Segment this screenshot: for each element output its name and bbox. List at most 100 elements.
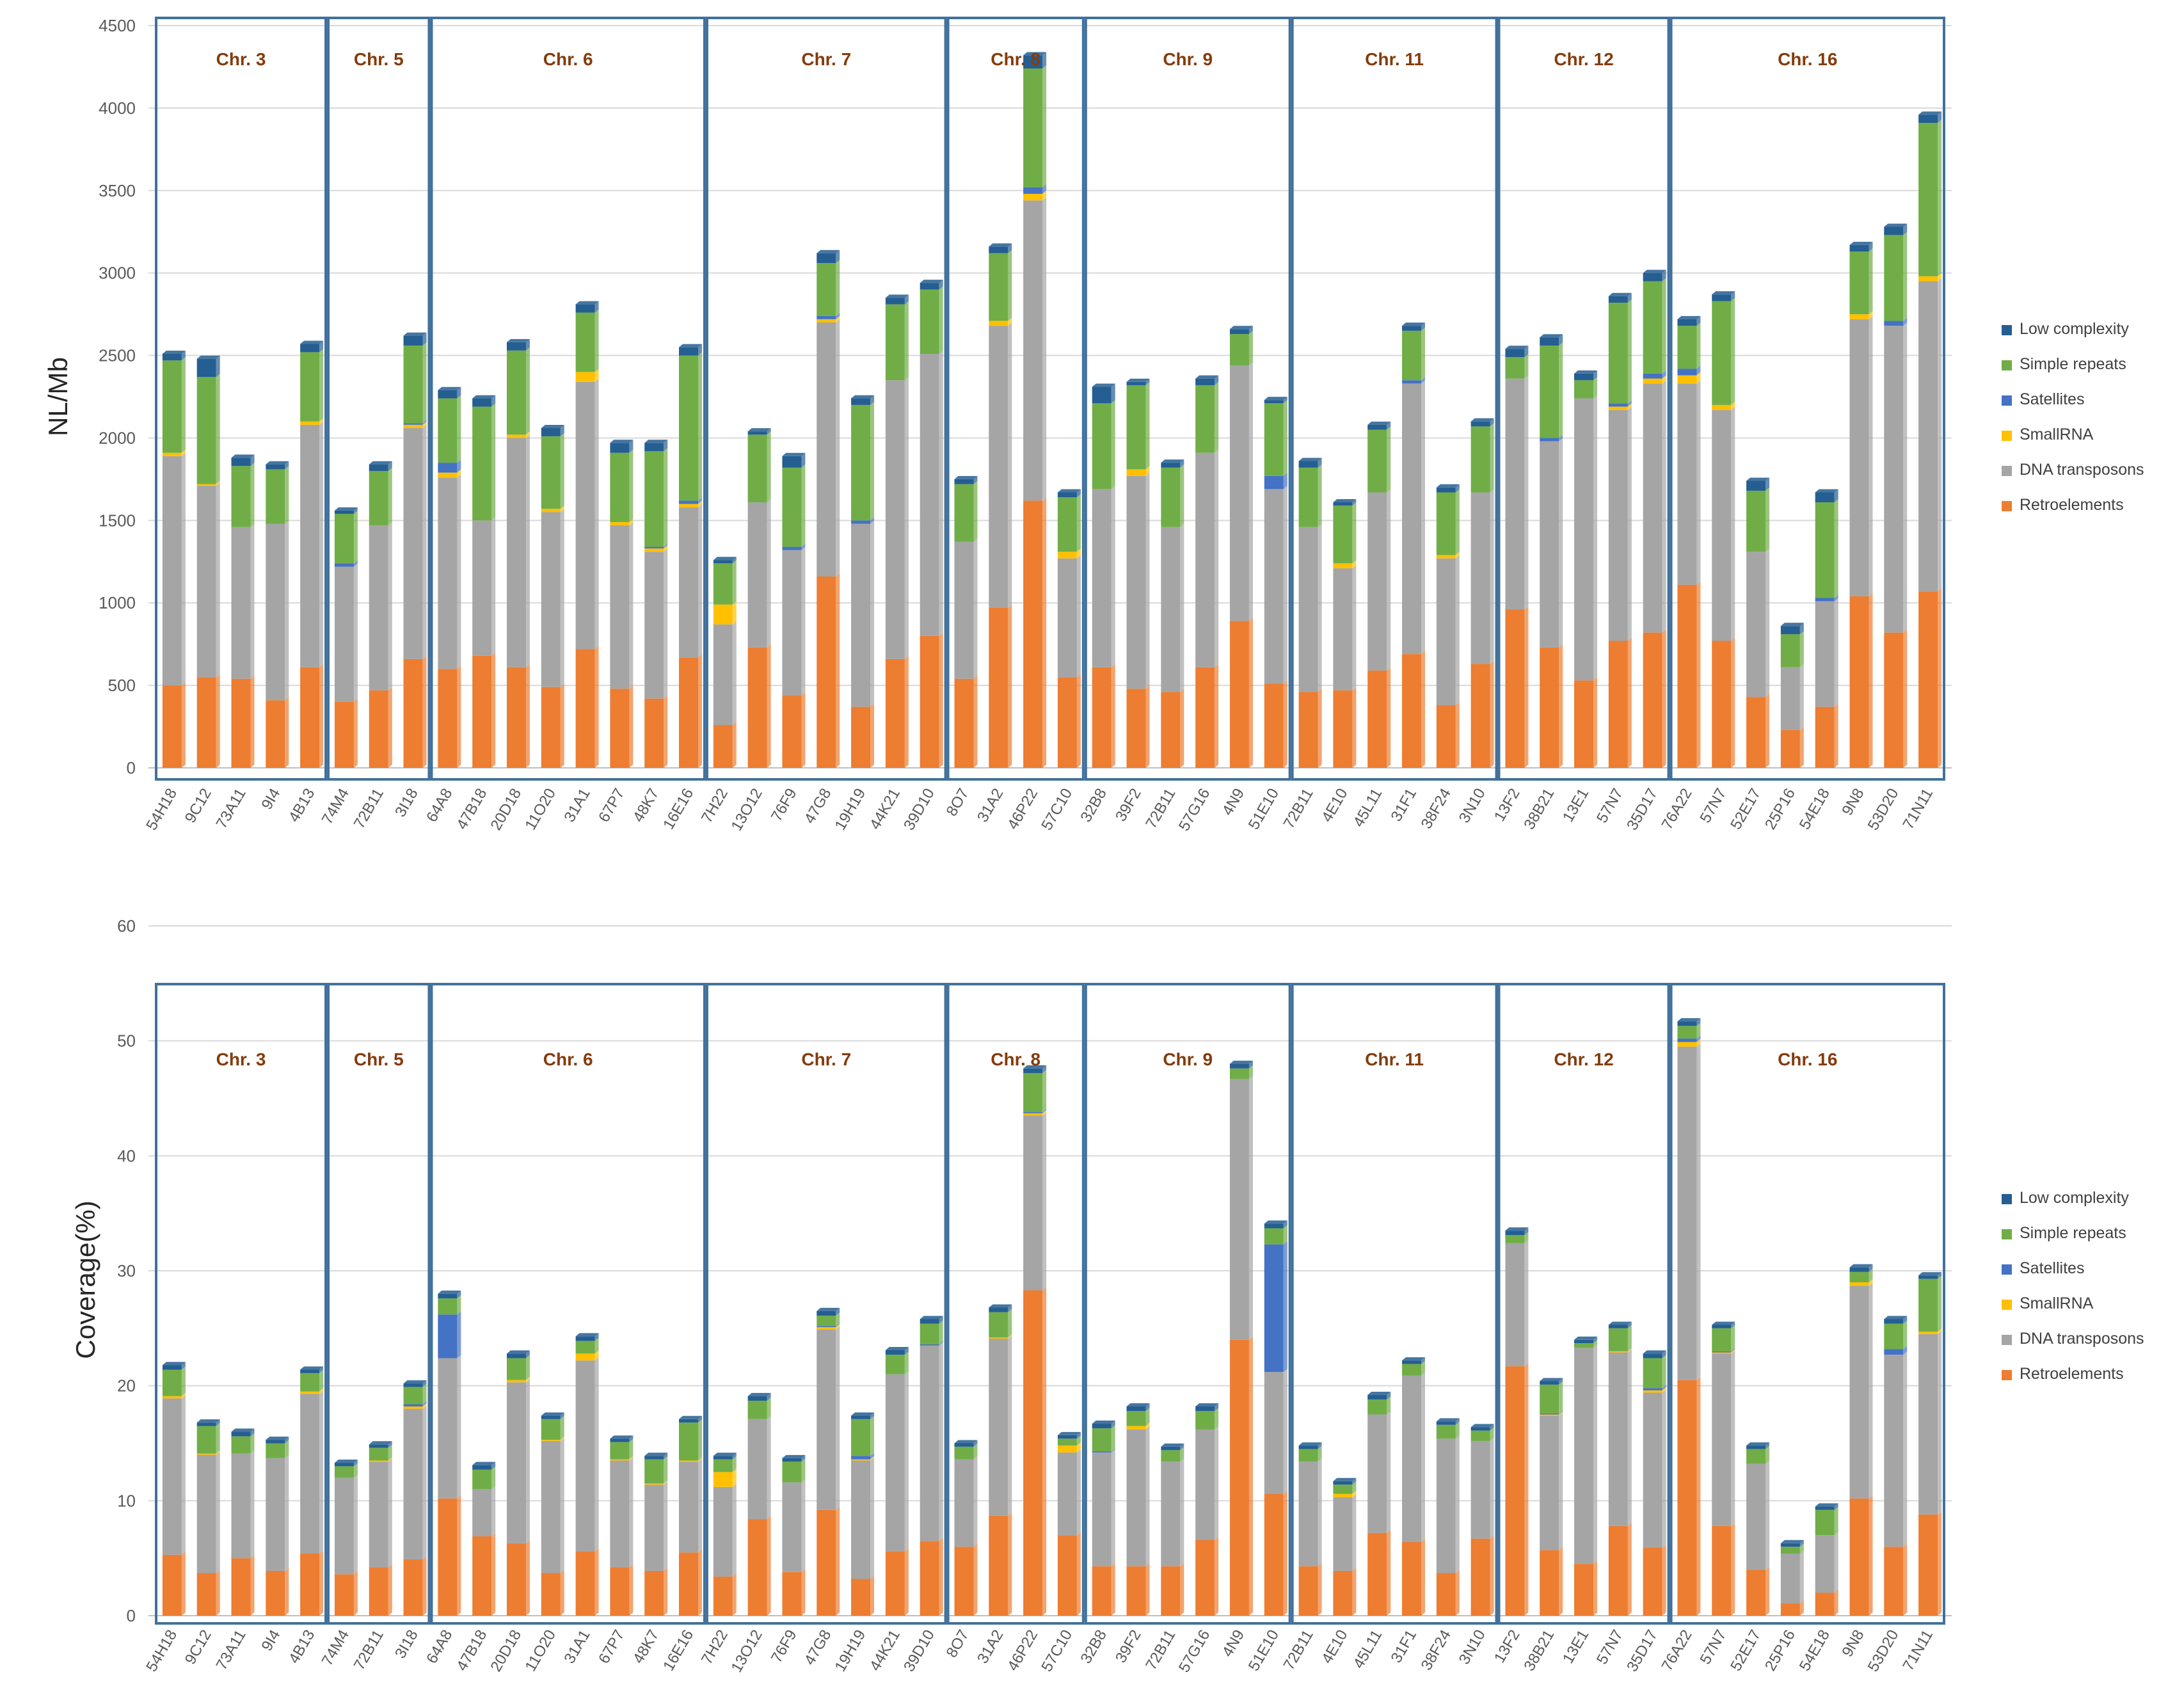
x-tick-label: 25P16: [1762, 786, 1799, 833]
bar-segment-low-complexity: [954, 479, 974, 484]
bar-segment-retroelements: [1229, 1339, 1249, 1616]
bar-segment-dna-transposons: [1436, 558, 1456, 706]
bar-side: [1766, 1566, 1770, 1616]
x-tick-label: 64A8: [423, 786, 456, 825]
bar-side: [1421, 377, 1425, 384]
bar-side: [1766, 1442, 1770, 1449]
bar-segment-low-complexity: [1677, 319, 1697, 326]
bar-segment-retroelements: [266, 700, 285, 768]
bar-side: [1799, 623, 1804, 635]
bar-stack: [817, 250, 840, 768]
bar-top: [1436, 484, 1460, 488]
bar-segment-retroelements: [1540, 647, 1559, 768]
bar-top: [989, 243, 1012, 247]
bar-segment-simple-repeats: [679, 1422, 699, 1461]
bar-segment-low-complexity: [920, 283, 939, 290]
bar-segment-dna-transposons: [1161, 1461, 1181, 1566]
bar-side: [1387, 489, 1391, 671]
bar-segment-smallrna: [713, 604, 733, 625]
chromosome-label: Chr. 6: [543, 1049, 593, 1069]
bar-side: [1042, 1287, 1047, 1616]
bar-segment-simple-repeats: [1298, 467, 1318, 527]
bar-side: [1731, 1350, 1735, 1526]
bar-side: [1903, 629, 1908, 768]
bar-segment-retroelements: [851, 706, 871, 768]
bar-side: [767, 1392, 771, 1401]
bar-side: [1352, 1493, 1357, 1571]
bar-segment-smallrna: [679, 504, 699, 507]
legend-label: Satellites: [2020, 1259, 2084, 1277]
bar-top: [747, 1392, 771, 1396]
bar-segment-dna-transposons: [1092, 489, 1112, 667]
bar-side: [836, 315, 840, 322]
bar-side: [1627, 1325, 1632, 1351]
bar-side: [285, 1440, 289, 1458]
bar-side: [1490, 1535, 1494, 1616]
x-tick-label: 39F2: [1112, 1627, 1145, 1666]
x-tick-label: 47G8: [801, 786, 835, 827]
bar-side: [388, 461, 392, 471]
bar-segment-retroelements: [1161, 692, 1181, 768]
bar-top: [1608, 1321, 1632, 1325]
bar-segment-retroelements: [817, 576, 836, 768]
bar-side: [388, 1441, 392, 1448]
bar-segment-dna-transposons: [817, 1329, 836, 1510]
bar-segment-dna-transposons: [266, 1458, 285, 1571]
bar-side: [525, 347, 530, 435]
bar-segment-satellites: [403, 423, 423, 425]
x-tick-label: 25P16: [1762, 1627, 1799, 1675]
legend-label: Retroelements: [2020, 496, 2124, 514]
bar-segment-retroelements: [851, 1579, 871, 1616]
chromosome-box: [430, 17, 706, 781]
bar-side: [732, 1469, 737, 1487]
bar-top: [782, 452, 806, 456]
bar-side: [1766, 548, 1770, 697]
bar-top: [1918, 1272, 1942, 1276]
bar-segment-dna-transposons: [610, 1460, 630, 1568]
bar-segment-retroelements: [747, 1519, 767, 1616]
bar-segment-dna-transposons: [1471, 1440, 1490, 1539]
bar-side: [525, 1355, 530, 1380]
bar-segment-low-complexity: [438, 1293, 458, 1299]
bar-side: [250, 523, 255, 679]
chromosome-label: Chr. 9: [1163, 1049, 1213, 1069]
bar-top: [1574, 370, 1598, 374]
bar-segment-low-complexity: [1195, 378, 1215, 385]
bar-segment-retroelements: [1471, 1538, 1490, 1616]
bar-side: [353, 1571, 358, 1616]
bar-stack: [1264, 397, 1287, 768]
bar-stack: [472, 395, 496, 768]
bar-top: [1677, 1018, 1701, 1022]
x-tick-label: 39F2: [1112, 786, 1145, 825]
bar-segment-simple-repeats: [1195, 385, 1215, 453]
y-tick-label: 3000: [99, 264, 136, 283]
bar-stack: [506, 338, 530, 768]
x-tick-label: 11O20: [522, 786, 559, 833]
bar-segment-dna-transposons: [1057, 1452, 1077, 1536]
bar-segment-dna-transposons: [506, 1382, 526, 1543]
legend-swatch-retroelements: [2002, 501, 2012, 511]
bar-segment-simple-repeats: [1884, 1323, 1904, 1350]
bar-stack: [989, 243, 1012, 768]
bar-side: [1248, 1075, 1253, 1340]
bar-stack: [1643, 1350, 1666, 1616]
bar-stack: [1505, 1227, 1529, 1616]
bar-segment-simple-repeats: [713, 563, 733, 605]
bar-side: [1421, 651, 1425, 768]
bar-segment-simple-repeats: [954, 484, 974, 542]
bar-segment-smallrna: [1057, 1445, 1077, 1453]
bar-side: [1559, 434, 1563, 442]
bar-segment-simple-repeats: [1540, 346, 1559, 438]
bar-segment-low-complexity: [1229, 1063, 1249, 1069]
bar-top: [1540, 334, 1563, 338]
bar-stack: [679, 1415, 703, 1616]
legend-label: Simple repeats: [2020, 1224, 2126, 1242]
bar-top: [541, 1412, 564, 1416]
bar-segment-low-complexity: [1436, 487, 1456, 493]
y-tick-label: 0: [127, 758, 136, 777]
bar-segment-simple-repeats: [1574, 380, 1594, 399]
chromosome-box: [705, 17, 947, 781]
bar-segment-simple-repeats: [644, 1459, 664, 1484]
bar-segment-dna-transposons: [1057, 558, 1077, 678]
bar-segment-dna-transposons: [1574, 1348, 1594, 1565]
